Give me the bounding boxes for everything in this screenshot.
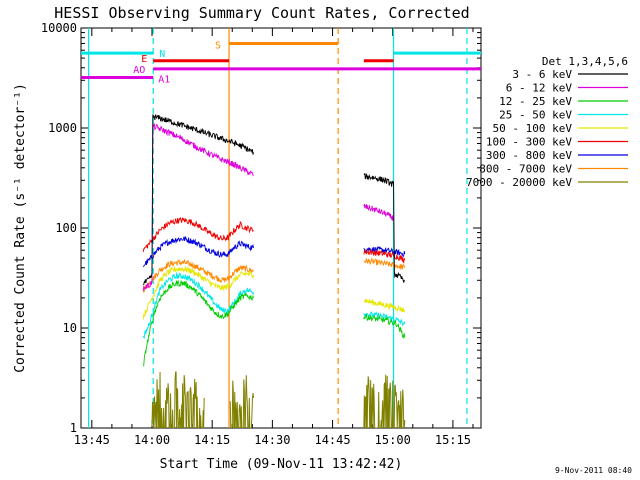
x-tick-label: 13:45: [74, 433, 110, 447]
footer-timestamp: 9-Nov-2011 08:40: [554, 466, 632, 475]
series-line: [363, 297, 406, 313]
legend-label: 25 - 50 keV: [499, 109, 572, 122]
flag-label: A1: [158, 74, 170, 85]
legend-label: 50 - 100 keV: [493, 122, 573, 135]
series-line: [142, 123, 254, 291]
series-line: [142, 236, 254, 268]
y-tick-label: 10000: [41, 21, 77, 35]
series-traces: [142, 114, 406, 428]
series-line: [142, 271, 254, 340]
legend-label: 6 - 12 keV: [506, 82, 573, 95]
legend-label: 100 - 300 keV: [486, 136, 572, 149]
plot-area: 1 10 100 1000 10000 13:45 14:00 14:15 14:30 14:45…: [41, 21, 482, 447]
flag-label: E: [141, 54, 147, 65]
plot-frame: [80, 27, 482, 429]
series-line: [143, 279, 254, 367]
series-line: [142, 266, 254, 320]
series-line: [363, 248, 406, 264]
flag-label: AO: [133, 65, 145, 76]
series-line: [142, 258, 254, 293]
x-tick-label: 14:00: [134, 433, 170, 447]
series-line: [363, 314, 406, 339]
flag-label: S: [215, 40, 221, 51]
legend-title: Det 1,3,4,5,6: [542, 55, 628, 68]
series-line: [151, 371, 205, 428]
legend-label: 3 - 6 keV: [512, 68, 572, 81]
series-line: [363, 173, 405, 283]
x-tick-label: 14:15: [194, 433, 230, 447]
series-line: [363, 374, 406, 428]
x-axis-label: Start Time (09-Nov-11 13:42:42): [160, 457, 403, 472]
x-tick-label: 15:00: [375, 433, 411, 447]
legend-label: 12 - 25 keV: [499, 95, 572, 108]
flag-label: N: [159, 49, 165, 60]
chart-title: HESSI Observing Summary Count Rates, Cor…: [54, 4, 469, 22]
series-line: [363, 257, 406, 270]
y-tick-label: 1000: [48, 121, 77, 135]
y-tick-label: 100: [55, 221, 77, 235]
legend-label: 7000 - 20000 keV: [466, 176, 572, 189]
x-tick-label: 14:45: [314, 433, 350, 447]
y-axis-label: Corrected Count Rate (s⁻¹ detector⁻¹): [13, 83, 28, 373]
y-tick-label: 10: [63, 321, 77, 335]
x-tick-label: 14:30: [254, 433, 290, 447]
series-line: [142, 216, 254, 253]
series-line: [363, 203, 394, 222]
legend-label: 300 - 800 keV: [486, 149, 572, 162]
legend-label: 800 - 7000 keV: [479, 163, 572, 176]
y-tick-label: 1: [70, 421, 77, 435]
x-tick-label: 15:15: [435, 433, 471, 447]
series-line: [363, 311, 406, 327]
series-line: [229, 375, 255, 428]
series-line: [143, 114, 254, 286]
